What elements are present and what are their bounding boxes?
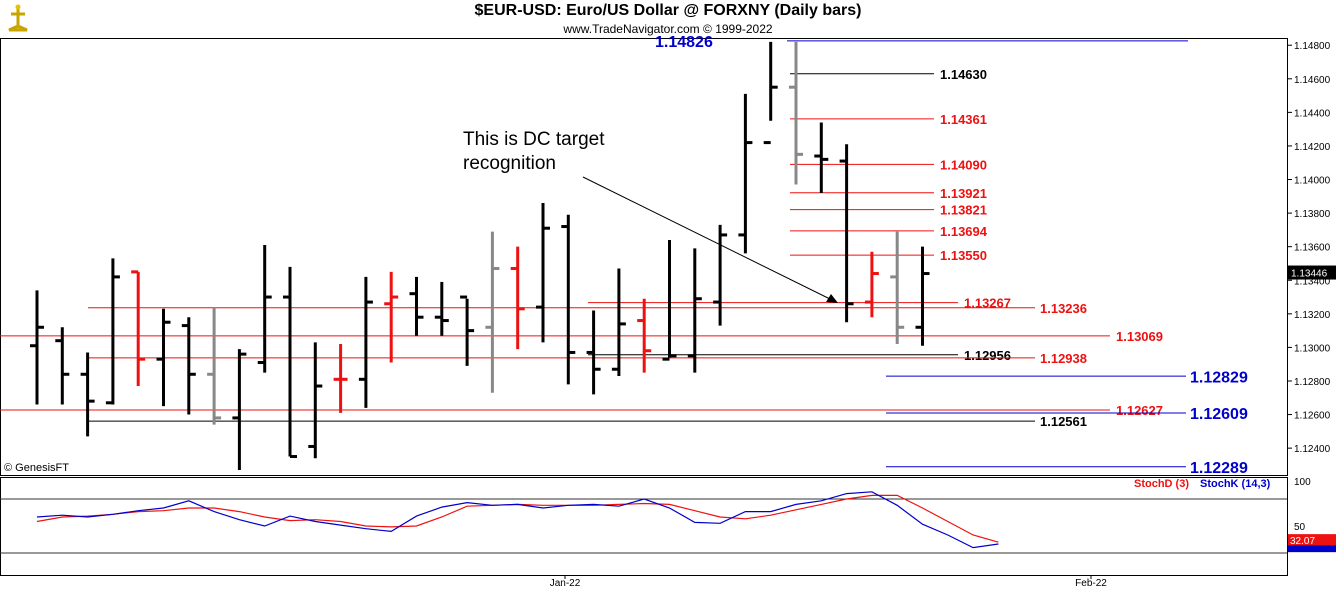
price-tick-label: 1.13600 bbox=[1294, 243, 1331, 254]
annotation-line-2: recognition bbox=[463, 153, 556, 174]
trade-navigator-logo-icon bbox=[4, 4, 32, 32]
price-tick-label: 1.12400 bbox=[1294, 444, 1331, 455]
level-label: 1.13267 bbox=[964, 296, 1011, 311]
price-tick-label: 1.12600 bbox=[1294, 411, 1331, 422]
last-price-label: 1.13446 bbox=[1291, 269, 1328, 280]
stochastic-panel: 100 50 32.07 bbox=[0, 477, 1336, 554]
stochk-line bbox=[36, 491, 999, 549]
copyright-text: www.TradeNavigator.com © 1999-2022 bbox=[563, 22, 773, 36]
stochk-legend: StochK (14,3) bbox=[1200, 478, 1271, 490]
stoch-tick-label: 100 bbox=[1294, 477, 1311, 488]
price-tick-label: 1.14600 bbox=[1294, 75, 1331, 86]
level-label: 1.14630 bbox=[940, 67, 987, 82]
price-axis: 1.14800 1.14600 1.14400 1.14200 1.14000 1.138… bbox=[1287, 41, 1336, 455]
level-label: 1.14361 bbox=[940, 112, 987, 127]
level-label: 1.12938 bbox=[1040, 351, 1087, 366]
price-tick-label: 1.13800 bbox=[1294, 209, 1331, 220]
level-label: 1.12627 bbox=[1116, 403, 1163, 418]
stoch-last-box-d bbox=[1288, 534, 1336, 546]
price-tick-label: 1.14000 bbox=[1294, 176, 1331, 187]
level-label: 1.13236 bbox=[1040, 301, 1087, 316]
stoch-last-label: 32.07 bbox=[1290, 536, 1315, 547]
time-tick-label: Feb-22 bbox=[1075, 578, 1107, 589]
price-tick-label: 1.14800 bbox=[1294, 41, 1331, 52]
price-panel-border bbox=[0, 38, 1288, 476]
level-label: 1.13821 bbox=[940, 203, 987, 218]
stoch-panel-border bbox=[0, 477, 1288, 576]
level-label: 1.13694 bbox=[940, 224, 988, 239]
annotation-arrow-line bbox=[582, 176, 833, 301]
stochd-legend: StochD (3) bbox=[1134, 478, 1189, 490]
level-label: 1.14090 bbox=[940, 157, 987, 172]
price-tick-label: 1.12800 bbox=[1294, 377, 1331, 388]
annotation-arrow-head bbox=[826, 294, 838, 303]
stoch-last-box-k bbox=[1288, 545, 1336, 553]
stoch-tick-label: 50 bbox=[1294, 522, 1306, 533]
chart-frame bbox=[0, 38, 1288, 576]
level-label: 1.12956 bbox=[964, 348, 1011, 363]
time-tick-label: Jan-22 bbox=[550, 578, 581, 589]
level-label: 1.12561 bbox=[1040, 414, 1087, 429]
level-label: 1.12609 bbox=[1190, 406, 1248, 423]
price-tick-label: 1.13400 bbox=[1294, 276, 1331, 287]
last-price-box bbox=[1288, 265, 1336, 280]
level-label: 1.13069 bbox=[1116, 329, 1163, 344]
watermark: © GenesisFT bbox=[4, 462, 69, 474]
target-levels: 1.14826 1.14630 1.14361 1.14090 1.13921 1.138… bbox=[0, 34, 1248, 477]
ohlc-bars bbox=[30, 41, 930, 470]
time-axis: Jan-22 Feb-22 bbox=[550, 575, 1107, 589]
price-tick-label: 1.14200 bbox=[1294, 142, 1331, 153]
annotation-text: This is DC target recognition bbox=[463, 128, 643, 176]
annotation-arrow bbox=[582, 176, 838, 303]
level-label: 1.13550 bbox=[940, 248, 987, 263]
annotation-line-1: This is DC target bbox=[463, 129, 605, 150]
price-tick-label: 1.14400 bbox=[1294, 108, 1331, 119]
price-tick-label: 1.13200 bbox=[1294, 310, 1331, 321]
level-label: 1.12829 bbox=[1190, 369, 1248, 386]
level-label: 1.14826 bbox=[655, 34, 713, 51]
page-title: $EUR-USD: Euro/US Dollar @ FORXNY (Daily… bbox=[474, 2, 862, 19]
price-tick-label: 1.13000 bbox=[1294, 343, 1331, 354]
level-label: 1.13921 bbox=[940, 186, 987, 201]
level-label: 1.12289 bbox=[1190, 460, 1248, 477]
